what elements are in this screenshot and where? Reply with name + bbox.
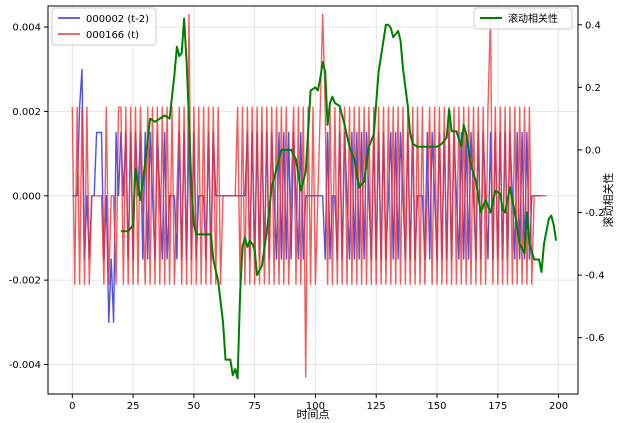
- x-tick-label: 100: [306, 401, 325, 412]
- y-left-tick-label: -0.004: [9, 360, 41, 371]
- x-axis-label: 时间点: [297, 408, 330, 421]
- legend-label-series1: 000002 (t-2): [86, 14, 149, 25]
- y-left-tick-label: -0.002: [9, 276, 41, 287]
- plot-frame: [47, 5, 579, 395]
- y-right-tick-label: 0.4: [585, 20, 601, 31]
- x-tick-label: 50: [188, 401, 201, 412]
- legend-label-rolling: 滚动相关性: [508, 12, 558, 25]
- y-right-tick-label: -0.4: [585, 271, 605, 282]
- x-ticks: 0 25 50 75 100 125 150 175 200: [69, 394, 568, 412]
- y-ticks-right: -0.6 -0.4 -0.2 0.0 0.2 0.4: [578, 20, 605, 344]
- x-tick-label: 200: [549, 401, 568, 412]
- y-axis-label-right: 滚动相关性: [601, 173, 615, 228]
- x-tick-label: 175: [488, 401, 507, 412]
- x-tick-label: 75: [248, 401, 261, 412]
- legend-label-series2: 000166 (t): [86, 30, 139, 41]
- y-right-tick-label: -0.6: [585, 333, 605, 344]
- x-tick-label: 0: [69, 401, 75, 412]
- y-left-tick-label: 0.002: [12, 107, 41, 118]
- y-left-tick-label: 0.000: [12, 191, 41, 202]
- y-left-tick-label: 0.004: [12, 23, 41, 34]
- series-000166-line: [71, 13, 547, 378]
- series-layer: [71, 13, 558, 380]
- legend-left: 000002 (t-2) 000166 (t): [51, 7, 157, 46]
- x-tick-label: 150: [427, 401, 446, 412]
- x-tick-label: 25: [127, 401, 140, 412]
- y-right-tick-label: 0.2: [585, 83, 601, 94]
- series-rolling-corr-line: [120, 17, 558, 380]
- x-tick-label: 125: [367, 401, 386, 412]
- legend-right: 滚动相关性: [473, 7, 573, 30]
- y-right-tick-label: -0.2: [585, 208, 605, 219]
- y-right-tick-label: 0.0: [585, 145, 601, 156]
- y-ticks-left: -0.004 -0.002 0.000 0.002 0.004: [9, 23, 48, 371]
- legend-right-box: [473, 7, 573, 30]
